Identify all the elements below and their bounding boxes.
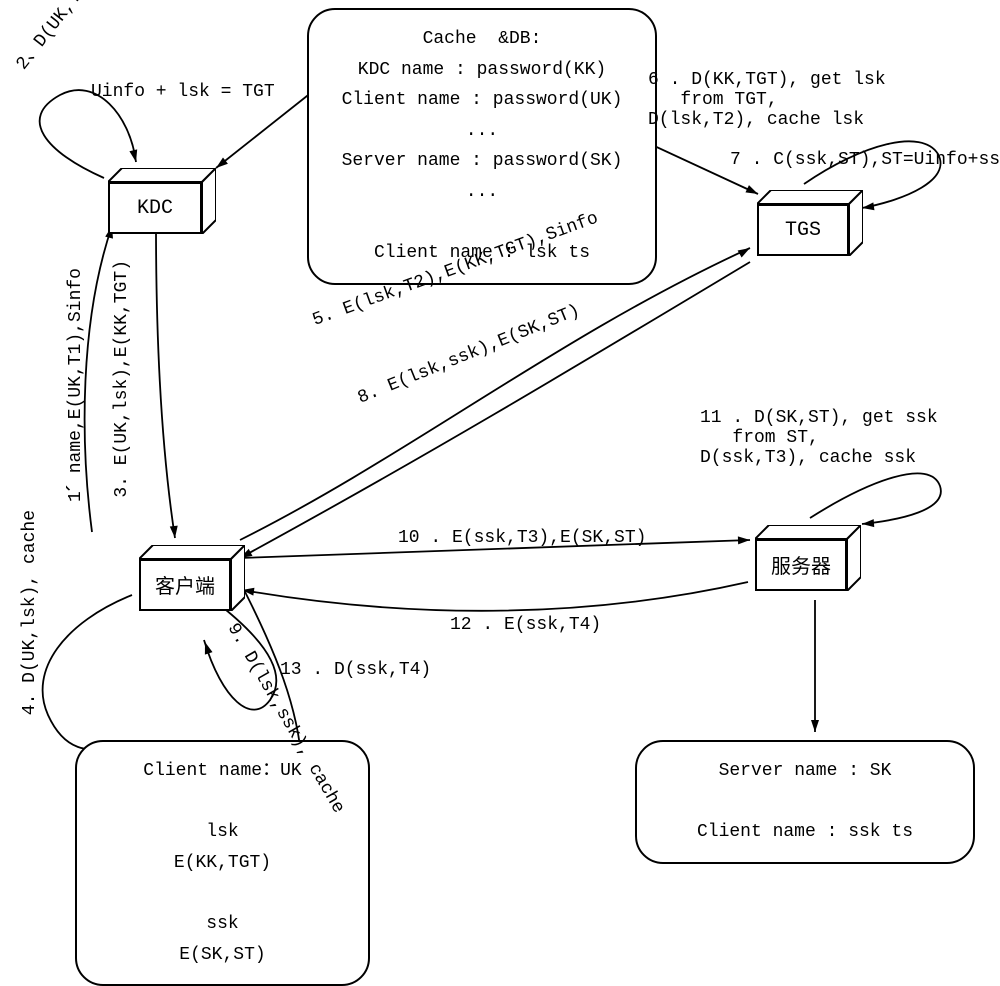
edge <box>240 248 750 540</box>
arrowhead-icon <box>738 248 750 257</box>
node-server: 服务器 <box>755 525 861 591</box>
arrowhead-icon <box>129 149 137 162</box>
arrowhead-icon <box>811 720 819 732</box>
edge-label-s7: 7 . C(ssk,ST),ST=Uinfo+ssk <box>730 150 1000 170</box>
node-label: 服务器 <box>755 539 847 591</box>
edge <box>242 582 748 611</box>
node-kdc: KDC <box>108 168 216 234</box>
box-server-cache: Server name : SK Client name : ssk ts <box>635 740 975 864</box>
edge <box>156 226 175 538</box>
node-label: 客户端 <box>139 559 231 611</box>
edge <box>240 262 750 558</box>
edge <box>43 595 132 749</box>
node-label: TGS <box>757 204 849 256</box>
edge-label-s13: 13 . D(ssk,T4) <box>280 660 431 680</box>
node-client: 客户端 <box>139 545 245 611</box>
edge-label-s6: 6 . D(KK,TGT), get lsk from TGT, D(lsk,T… <box>648 70 886 130</box>
edge-label-s4: 4. D(UK,lsk), cache <box>20 510 40 715</box>
arrowhead-icon <box>738 536 750 544</box>
box-cache-db: Cache &DB: KDC name : password(KK) Clien… <box>307 8 657 285</box>
node-label: KDC <box>108 182 202 234</box>
edge-label-s3: 3. E(UK,lsk),E(KK,TGT) <box>112 260 132 498</box>
edge-label-s12: 12 . E(ssk,T4) <box>450 615 601 635</box>
edge-label-tgt_def: Uinfo + lsk = TGT <box>91 82 275 102</box>
edge <box>216 92 312 168</box>
arrowhead-icon <box>170 526 178 538</box>
edge <box>40 90 136 178</box>
edge-label-s11: 11 . D(SK,ST), get ssk from ST, D(ssk,T3… <box>700 408 938 468</box>
node-tgs: TGS <box>757 190 863 256</box>
edge-label-s1: 1、name,E(UK,T1),Sinfo <box>63 268 89 502</box>
edge <box>810 473 941 524</box>
edge-label-s10: 10 . E(ssk,T3),E(SK,ST) <box>398 528 646 548</box>
arrowhead-icon <box>862 202 874 210</box>
arrowhead-icon <box>205 642 213 655</box>
